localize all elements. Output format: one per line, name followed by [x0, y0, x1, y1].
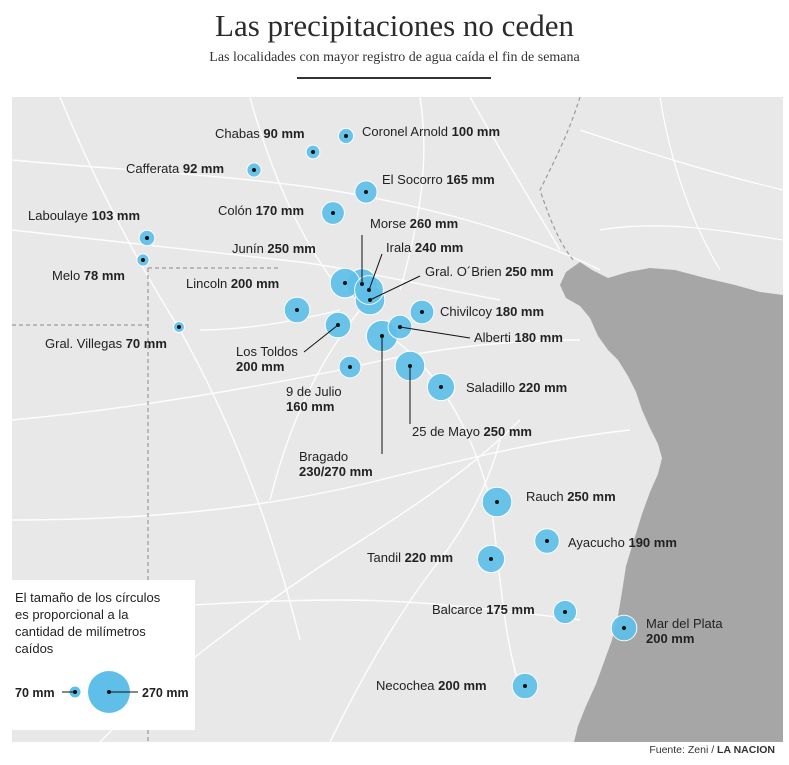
location-label-9: Junín 250 mm	[232, 241, 316, 256]
legend-text-line-2: es proporcional a la	[15, 607, 129, 622]
location-dot-1	[311, 150, 315, 154]
location-label-7: Morse 260 mm	[370, 216, 458, 231]
location-dot-23	[563, 610, 567, 614]
source-prefix: Fuente: Zeni /	[649, 744, 715, 756]
location-dot-6	[141, 258, 145, 262]
legend-small-dot	[73, 690, 77, 694]
sea-area	[560, 262, 783, 742]
location-dot-11	[295, 308, 299, 312]
location-dot-21	[545, 539, 549, 543]
location-label-20: Rauch 250 mm	[526, 489, 616, 504]
location-labels: Coronel Arnold 100 mm Chabas 90 mm Caffera…	[28, 124, 723, 693]
location-label-1: Chabas 90 mm	[215, 126, 305, 141]
location-label-25: Necochea 200 mm	[376, 678, 487, 693]
source-credit: Fuente: Zeni / LA NACION	[649, 744, 775, 756]
location-dot-24	[622, 626, 626, 630]
location-dot-3	[364, 190, 368, 194]
location-label-18: 25 de Mayo 250 mm	[412, 424, 532, 439]
title-underline	[297, 77, 491, 79]
location-label-5: Laboulaye 103 mm	[28, 208, 140, 223]
legend-text-line-3: cantidad de milímetros	[15, 624, 146, 639]
map-title: Las precipitaciones no ceden	[215, 8, 574, 43]
leader-line-10	[369, 275, 421, 301]
legend-large-dot	[107, 690, 111, 694]
location-label-22: Tandil 220 mm	[367, 550, 453, 565]
leader-line-15	[303, 324, 339, 353]
location-dot-5	[145, 236, 149, 240]
uruguay-roads	[579, 97, 783, 271]
location-label-0: Coronel Arnold 100 mm	[362, 124, 500, 139]
location-dot-0	[344, 134, 348, 138]
location-dot-16	[348, 365, 352, 369]
location-label-11: Lincoln 200 mm	[186, 276, 279, 291]
location-label-6: Melo 78 mm	[52, 268, 125, 283]
location-dot-13	[177, 325, 181, 329]
location-dot-25	[523, 684, 527, 688]
location-dot-20	[495, 500, 499, 504]
location-dot-17	[439, 385, 443, 389]
location-label-8: Irala 240 mm	[386, 240, 463, 255]
leader-lines	[303, 235, 471, 454]
location-label-10: Gral. O´Brien 250 mm	[425, 264, 554, 279]
location-label-19: Bragado 230/270 mm	[299, 449, 373, 479]
legend-text-line-1: El tamaño de los círculos	[15, 590, 161, 605]
legend-min-label: 70 mm	[15, 686, 55, 700]
source-brand: LA NACION	[717, 744, 775, 756]
location-label-3: El Socorro 165 mm	[382, 172, 495, 187]
legend-text-line-4: caídos	[15, 641, 54, 656]
location-dot-9	[343, 281, 347, 285]
location-label-12: Chivilcoy 180 mm	[440, 304, 544, 319]
leader-line-14	[399, 326, 471, 339]
location-dot-12	[420, 310, 424, 314]
location-label-2: Cafferata 92 mm	[126, 161, 224, 176]
location-dot-22	[489, 557, 493, 561]
location-label-24: Mar del Plata 200 mm	[646, 616, 723, 646]
location-label-23: Balcarce 175 mm	[432, 602, 535, 617]
location-label-4: Colón 170 mm	[218, 203, 304, 218]
location-label-14: Alberti 180 mm	[474, 330, 563, 345]
location-label-21: Ayacucho 190 mm	[568, 535, 677, 550]
location-dot-2	[252, 168, 256, 172]
map-subtitle: Las localidades con mayor registro de ag…	[209, 50, 580, 65]
location-label-13: Gral. Villegas 70 mm	[45, 336, 167, 351]
location-label-15: Los Toldos 200 mm	[236, 344, 298, 374]
rainfall-map: Coronel Arnold 100 mm Chabas 90 mm Caffera…	[12, 97, 783, 742]
location-dot-4	[331, 211, 335, 215]
legend-max-label: 270 mm	[142, 686, 189, 700]
location-label-17: Saladillo 220 mm	[466, 380, 567, 395]
location-label-16: 9 de Julio 160 mm	[286, 384, 342, 414]
leader-line-8	[368, 253, 383, 291]
